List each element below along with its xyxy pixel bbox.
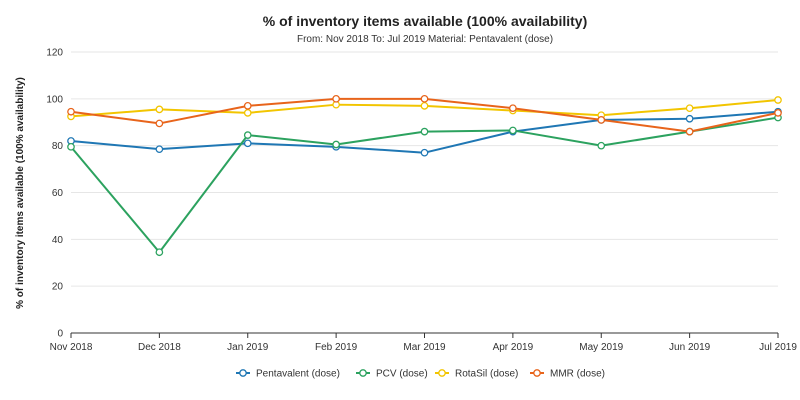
legend[interactable]: Pentavalent (dose) PCV (dose) RotaSil (dos…	[236, 369, 605, 380]
y-tick-label: 20	[52, 282, 64, 293]
series-mmr-dose	[67, 94, 782, 136]
legend-label: RotaSil (dose)	[455, 369, 518, 380]
data-point[interactable]	[332, 140, 340, 149]
chart-title: % of inventory items available (100% ava…	[263, 13, 587, 29]
y-axis-ticks: 0 20 40 60 80 100 120	[46, 48, 63, 340]
y-tick-label: 40	[52, 235, 64, 246]
y-tick-label: 100	[46, 94, 63, 105]
x-tick-label: Nov 2018	[50, 342, 93, 353]
series-group	[67, 94, 782, 257]
data-point[interactable]	[67, 142, 75, 151]
legend-item[interactable]: PCV (dose)	[356, 369, 428, 380]
series-pcv-dose	[67, 113, 782, 257]
data-point[interactable]	[774, 96, 782, 104]
y-tick-label: 60	[52, 188, 64, 199]
data-point[interactable]	[509, 104, 517, 113]
data-point[interactable]	[243, 109, 252, 117]
legend-item[interactable]: RotaSil (dose)	[435, 369, 518, 380]
data-point[interactable]	[67, 107, 75, 116]
legend-label: MMR (dose)	[550, 369, 605, 380]
legend-marker-icon	[239, 369, 247, 377]
data-point[interactable]	[243, 131, 252, 139]
data-point[interactable]	[685, 114, 694, 123]
x-tick-label: Jun 2019	[669, 342, 711, 353]
data-point[interactable]	[420, 94, 429, 103]
chart-subtitle: From: Nov 2018 To: Jul 2019 Material: Pe…	[297, 34, 553, 45]
data-point[interactable]	[685, 104, 694, 113]
legend-label: PCV (dose)	[376, 369, 428, 380]
x-tick-label: Mar 2019	[403, 342, 446, 353]
data-point[interactable]	[155, 105, 164, 114]
y-tick-label: 80	[52, 141, 64, 152]
data-point[interactable]	[685, 127, 694, 136]
legend-marker-icon	[533, 369, 541, 377]
x-tick-label: May 2019	[579, 342, 623, 353]
x-tick-label: Apr 2019	[493, 342, 534, 353]
x-tick-label: Jul 2019	[759, 342, 797, 353]
data-point[interactable]	[597, 116, 606, 124]
series-line	[70, 116, 779, 254]
data-point[interactable]	[420, 148, 429, 157]
legend-marker-icon	[359, 369, 367, 377]
data-point[interactable]	[420, 102, 429, 110]
x-tick-label: Jan 2019	[227, 342, 269, 353]
x-axis-ticks: Nov 2018 Dec 2018 Jan 2019 Feb 2019 Mar 2019…	[50, 333, 797, 353]
data-point[interactable]	[155, 248, 164, 257]
legend-item[interactable]: MMR (dose)	[530, 369, 605, 380]
data-point[interactable]	[420, 127, 429, 136]
data-point[interactable]	[243, 102, 252, 110]
data-point[interactable]	[155, 119, 164, 128]
grid-lines	[71, 51, 778, 287]
y-tick-label: 120	[46, 48, 63, 59]
data-point[interactable]	[509, 126, 517, 135]
legend-label: Pentavalent (dose)	[256, 369, 340, 380]
x-tick-label: Dec 2018	[138, 342, 181, 353]
x-tick-label: Feb 2019	[315, 342, 358, 353]
data-point[interactable]	[332, 94, 340, 103]
data-point[interactable]	[774, 109, 782, 117]
legend-item[interactable]: Pentavalent (dose)	[236, 369, 340, 380]
y-tick-label: 0	[57, 329, 63, 340]
y-axis-label: % of inventory items available (100% ava…	[15, 77, 26, 309]
data-point[interactable]	[597, 141, 606, 150]
legend-marker-icon	[438, 369, 446, 377]
data-point[interactable]	[243, 139, 252, 148]
data-point[interactable]	[155, 145, 164, 154]
